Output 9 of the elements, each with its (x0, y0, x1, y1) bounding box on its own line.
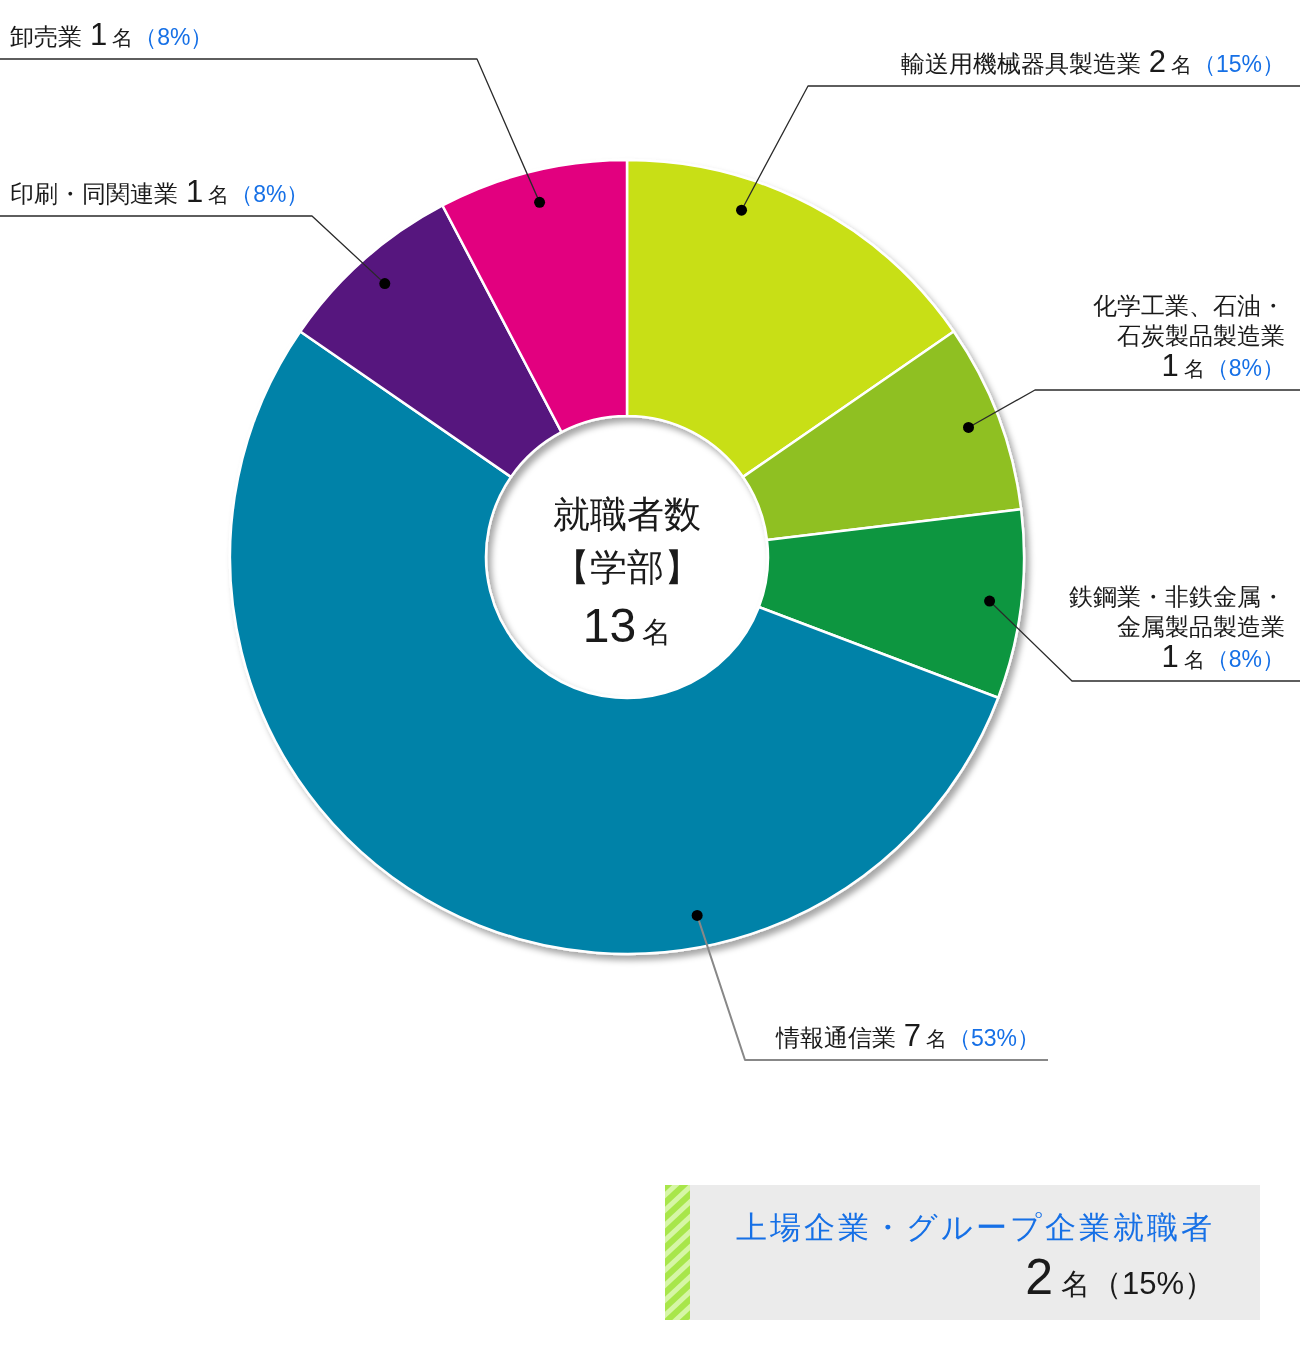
slice-label: 輸送用機械器具製造業 (900, 50, 1141, 77)
slice-label: 卸売業 (10, 23, 82, 50)
text: 上場企業・グループ企業就職者 (735, 1210, 1215, 1245)
text: 【学部】 (553, 547, 701, 588)
text: 就職者数 (553, 494, 701, 535)
slice-label: 情報通信業 (774, 1024, 896, 1051)
slice-label: 化学工業、石油・石炭製品製造業 (1093, 292, 1285, 349)
slice-label: 鉄鋼業・非鉄金属・金属製品製造業 (1069, 583, 1285, 640)
slice-label: 印刷・同関連業 (10, 180, 178, 207)
